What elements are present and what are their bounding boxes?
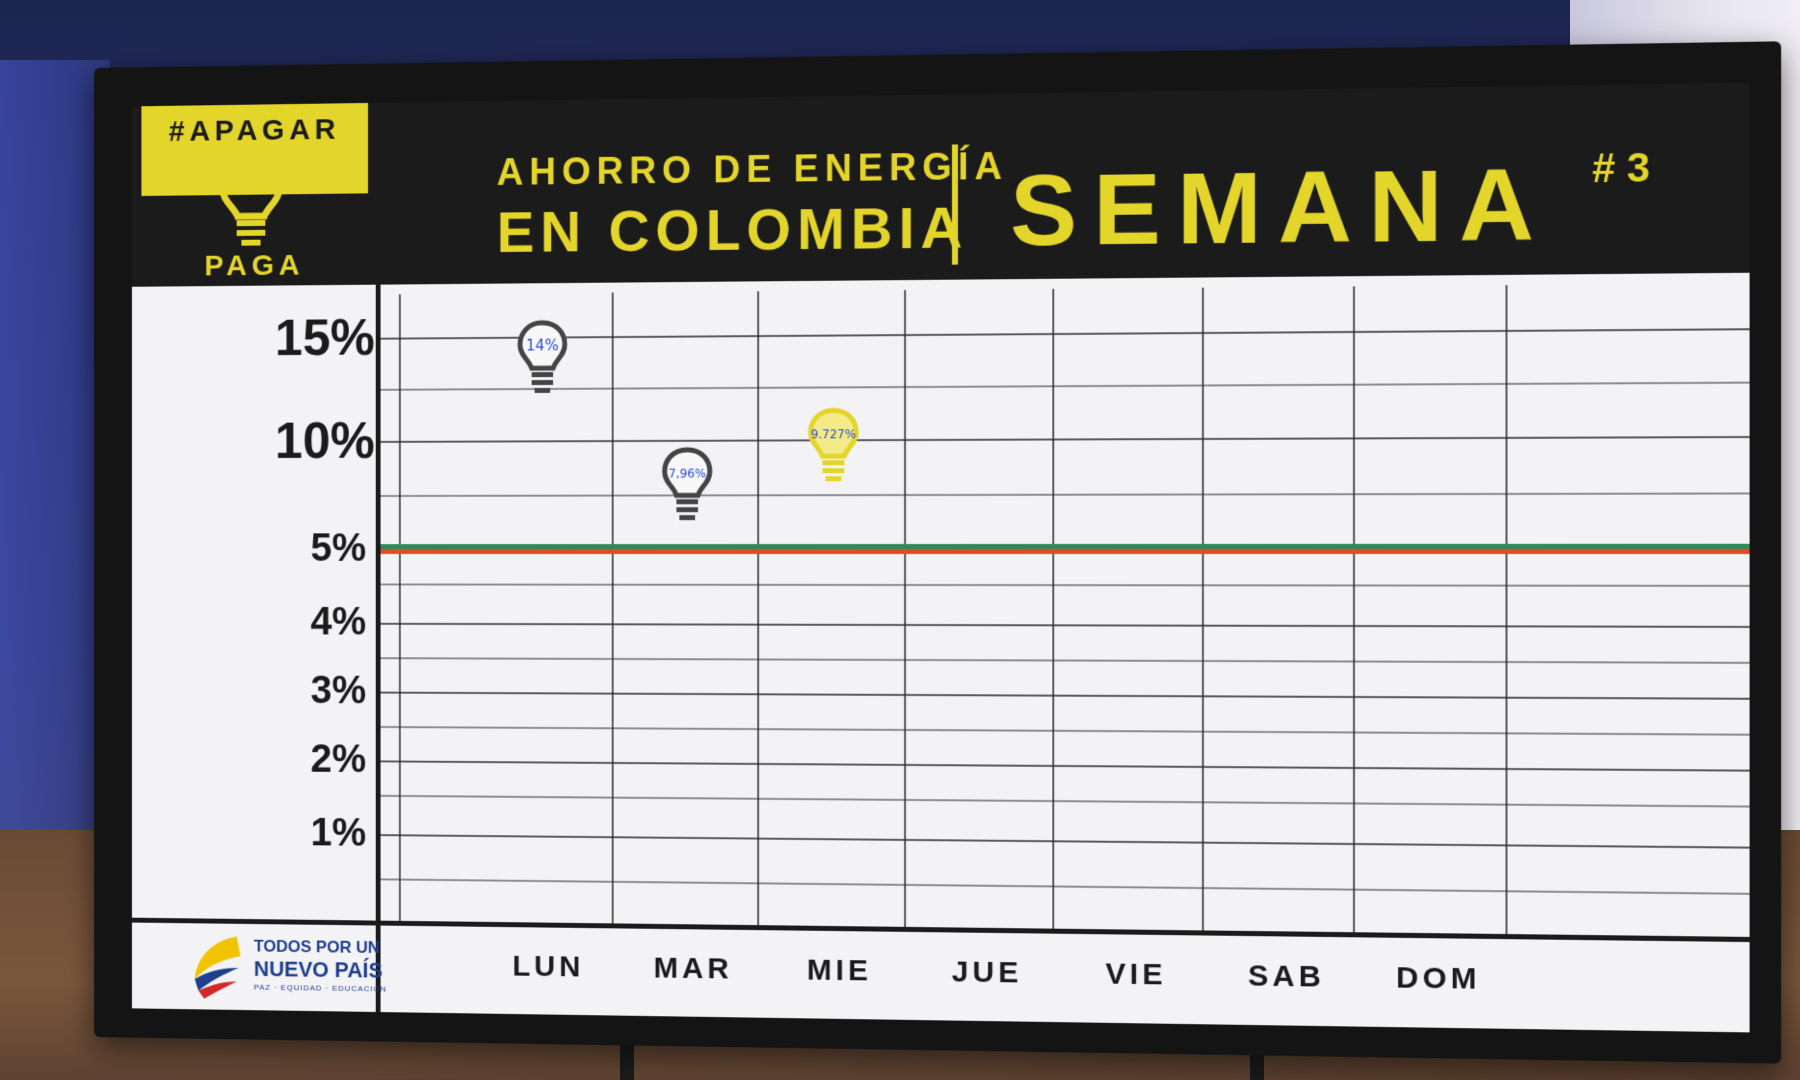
bulb-base xyxy=(822,460,844,465)
grid-line-minor xyxy=(381,796,1750,807)
bulb-base xyxy=(535,388,551,393)
bulb-base xyxy=(822,468,844,473)
logo-line1: TODOS POR UN xyxy=(254,937,380,958)
bulb-base xyxy=(676,499,698,504)
data-point-bulb: 9.727% xyxy=(811,410,857,481)
chart-board: #APAGAR PAGA AHORRO DE ENERGÍA EN COLOMB… xyxy=(132,83,1750,1033)
colombia-swoosh-icon xyxy=(189,932,246,1001)
x-tick-label: JUE xyxy=(927,955,1047,991)
grid-line-horizontal xyxy=(381,835,1750,848)
logo-line3: PAZ · EQUIDAD · EDUCACIÓN xyxy=(254,983,387,994)
y-tick-label: 5% xyxy=(275,526,366,570)
grid-line-horizontal xyxy=(381,624,1750,627)
goal-line-red xyxy=(381,549,1750,554)
x-tick-label: VIE xyxy=(1075,957,1196,993)
data-label: 9.727% xyxy=(811,427,856,441)
grid-line-minor xyxy=(381,879,1750,893)
y-tick-label: 2% xyxy=(275,737,366,782)
bulb-base xyxy=(532,380,553,385)
data-point-bulb: 14% xyxy=(520,323,565,393)
data-point-bulb: 7,96% xyxy=(665,450,710,521)
logo-line2: NUEVO PAÍS xyxy=(254,956,383,983)
grid-line-minor xyxy=(381,493,1750,496)
x-tick-label: DOM xyxy=(1377,961,1501,997)
x-tick-label: SAB xyxy=(1225,959,1348,995)
grid-line-minor xyxy=(381,383,1750,390)
y-tick-label: 10% xyxy=(275,411,366,470)
grid-line-horizontal xyxy=(381,329,1750,338)
x-tick-label: MIE xyxy=(780,953,899,989)
bulb-base xyxy=(676,507,698,512)
y-tick-label: 4% xyxy=(275,600,366,644)
data-label: 14% xyxy=(526,337,558,354)
y-tick-label: 3% xyxy=(275,669,366,714)
x-tick-label: LUN xyxy=(490,950,607,985)
bulb-base xyxy=(679,515,695,520)
grid-line-horizontal xyxy=(381,437,1750,442)
grid-line-horizontal xyxy=(381,693,1750,699)
government-logo: TODOS POR UN NUEVO PAÍS PAZ · EQUIDAD · … xyxy=(189,926,371,1007)
y-tick-label: 1% xyxy=(275,811,366,856)
grid-line-horizontal xyxy=(381,761,1750,770)
grid-line-minor xyxy=(381,727,1750,735)
goal-line-green xyxy=(381,544,1750,549)
y-tick-label: 15% xyxy=(275,308,366,368)
y-axis-border xyxy=(376,285,381,1012)
plot-area: 14% 7,96% 9.727% xyxy=(132,83,1750,1033)
grid-line-minor xyxy=(381,584,1750,585)
board-frame: #APAGAR PAGA AHORRO DE ENERGÍA EN COLOMB… xyxy=(94,41,1781,1063)
bulb-base xyxy=(825,476,841,481)
grid-line-minor xyxy=(381,658,1750,663)
bulb-base xyxy=(532,372,553,377)
data-label: 7,96% xyxy=(669,466,706,480)
x-tick-label: MAR xyxy=(634,951,752,986)
